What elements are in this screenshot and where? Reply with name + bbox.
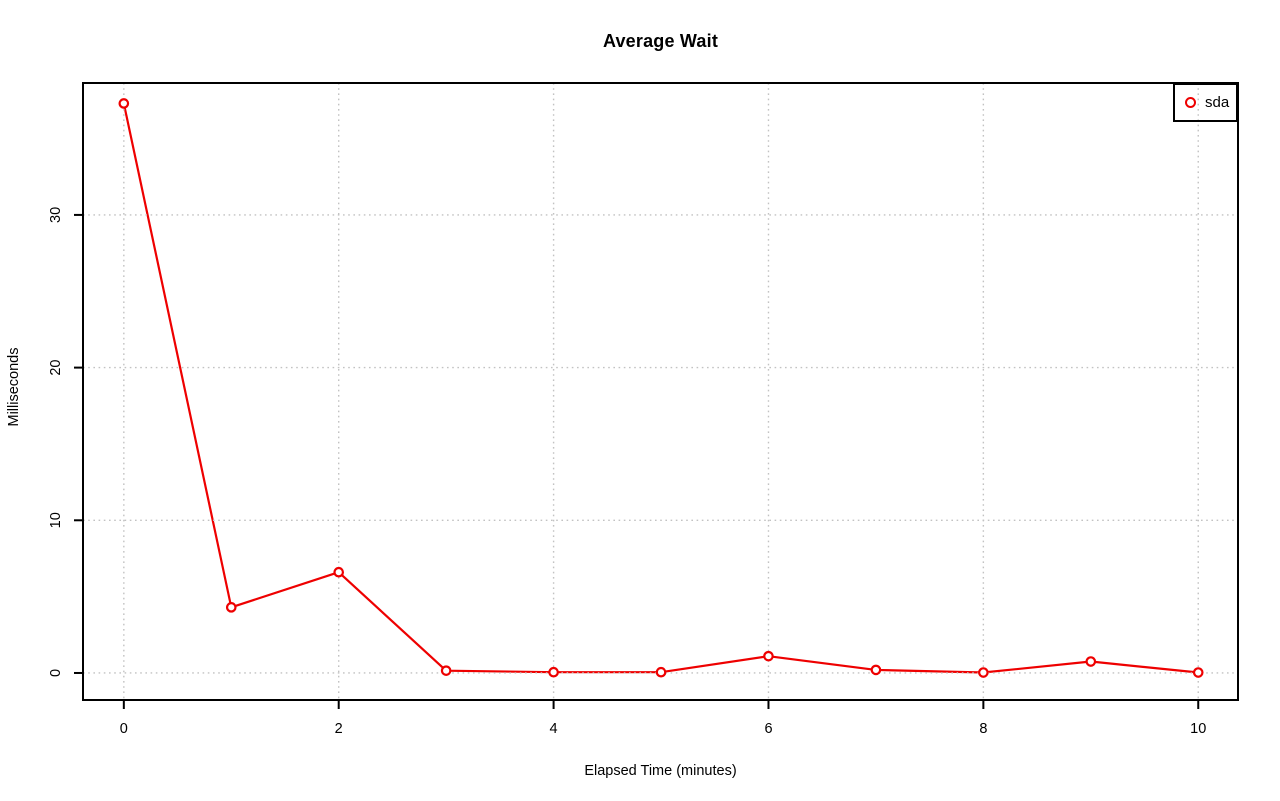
- data-point-marker: [763, 650, 774, 662]
- legend: sda: [1173, 83, 1238, 122]
- x-tick-label: 0: [120, 721, 128, 737]
- y-tick-label: 30: [48, 207, 64, 223]
- data-point-marker: [225, 602, 237, 613]
- legend-label: sda: [1205, 94, 1230, 111]
- y-tick-label: 0: [48, 669, 64, 677]
- x-tick-label: 4: [550, 721, 558, 737]
- y-tick-label: 10: [48, 512, 64, 528]
- plot-border: [82, 82, 1239, 701]
- y-axis-label: Milliseconds: [6, 347, 22, 427]
- data-point-marker: [548, 666, 559, 678]
- x-axis-label: Elapsed Time (minutes): [584, 763, 737, 779]
- chart-title: Average Wait: [602, 31, 719, 51]
- x-tick-label: 2: [335, 721, 343, 737]
- data-point-marker: [440, 665, 452, 676]
- series-marker-icon: [1185, 97, 1196, 108]
- x-tick-label: 6: [764, 721, 772, 737]
- x-tick-label: 10: [1190, 721, 1206, 737]
- data-point-marker: [655, 666, 667, 678]
- y-tick-label: 20: [48, 360, 64, 376]
- data-point-marker: [870, 664, 882, 676]
- data-point-marker: [118, 98, 130, 109]
- series-line: [122, 102, 1200, 674]
- data-point-marker: [1192, 667, 1204, 678]
- data-point-marker: [333, 566, 345, 578]
- data-point-marker: [1085, 656, 1097, 667]
- data-point-marker: [978, 667, 989, 678]
- x-tick-label: 8: [979, 721, 987, 737]
